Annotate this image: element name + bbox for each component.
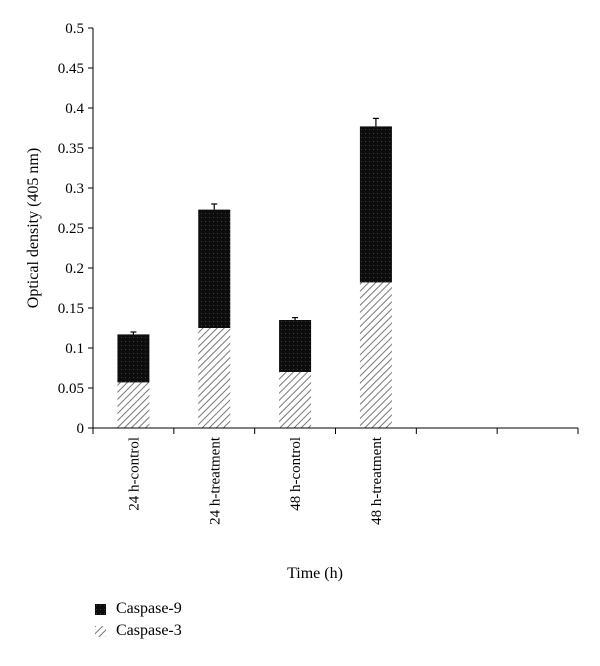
- legend: Caspase-9 Caspase-3: [95, 598, 182, 642]
- y-tick-label: 0.45: [58, 61, 84, 77]
- bar-caspase-3-4: [359, 282, 392, 428]
- y-axis-ticks: 0 0.05 0.1 0.15 0.2 0.25 0.3 0.35 0.4 0.45 0.5: [58, 21, 93, 437]
- x-axis-ticks: 24 h-control 24 h-treatment 48 h-control 48…: [92, 428, 579, 525]
- caspase-9-swatch: [95, 603, 106, 615]
- y-axis-title: Optical density (405 nm): [25, 148, 42, 308]
- bar-caspase-9-3: [279, 320, 312, 372]
- x-axis-title: Time (h): [287, 565, 343, 582]
- legend-item-caspase-9: Caspase-9: [95, 598, 182, 620]
- bar-caspase-9-2: [198, 209, 231, 328]
- bar-caspase-3-1: [117, 382, 150, 428]
- bar-caspase-3-3: [279, 372, 312, 428]
- y-tick-label: 0.4: [65, 101, 84, 117]
- y-tick-label: 0: [77, 421, 85, 437]
- y-tick-label: 0.35: [58, 141, 84, 157]
- bar-caspase-9-1: [117, 334, 150, 383]
- x-tick-label: 24 h-treatment: [207, 436, 223, 525]
- bars: [117, 117, 392, 428]
- y-tick-label: 0.1: [65, 341, 84, 357]
- y-tick-label: 0.15: [58, 301, 84, 317]
- legend-label-caspase-9: Caspase-9: [116, 600, 182, 617]
- y-tick-label: 0.5: [65, 21, 84, 37]
- bar-caspase-3-2: [198, 328, 231, 428]
- x-tick-label: 48 h-control: [288, 437, 304, 511]
- axes: [92, 28, 578, 429]
- y-tick-label: 0.2: [65, 261, 84, 277]
- y-tick-label: 0.25: [58, 221, 84, 237]
- y-tick-label: 0.05: [58, 381, 84, 397]
- bar-caspase-9-4: [359, 126, 392, 283]
- x-tick-label: 24 h-control: [126, 437, 142, 511]
- legend-label-caspase-3: Caspase-3: [116, 622, 182, 639]
- legend-item-caspase-3: Caspase-3: [95, 620, 182, 642]
- y-tick-label: 0.3: [65, 181, 84, 197]
- caspase-3-swatch: [95, 625, 106, 637]
- x-tick-label: 48 h-treatment: [369, 436, 385, 525]
